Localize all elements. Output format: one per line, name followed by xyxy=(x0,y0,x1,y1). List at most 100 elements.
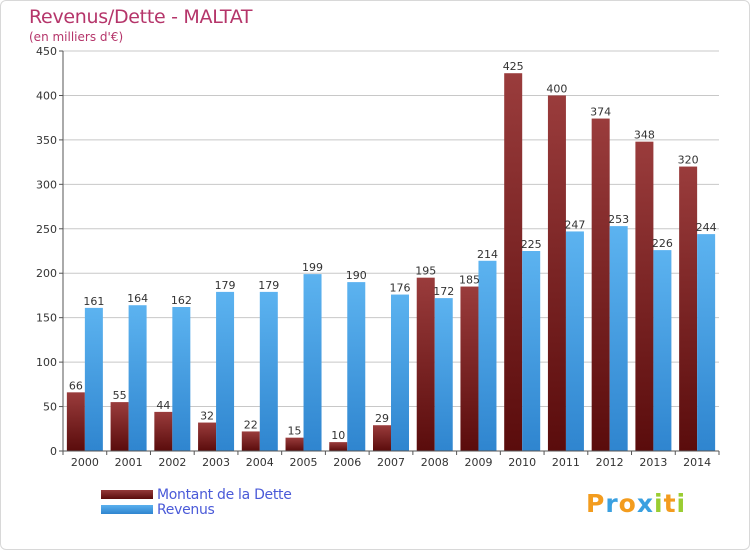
y-tick-label: 300 xyxy=(36,178,57,191)
data-label-revenus: 214 xyxy=(477,248,498,261)
x-tick-label: 2006 xyxy=(333,456,361,469)
bar-dette xyxy=(285,437,304,451)
bar-revenus xyxy=(478,260,497,451)
chart-subtitle: (en milliers d'€) xyxy=(29,30,124,44)
x-tick-label: 2014 xyxy=(683,456,711,469)
logo-letter: i xyxy=(676,489,687,518)
bar-revenus xyxy=(84,307,103,451)
data-label-revenus: 225 xyxy=(521,238,542,251)
y-tick-label: 400 xyxy=(36,89,57,102)
bar-revenus xyxy=(259,291,278,451)
data-label-revenus: 179 xyxy=(258,279,279,292)
bar-dette xyxy=(154,411,173,451)
bar-dette xyxy=(66,392,85,451)
data-label-dette: 29 xyxy=(375,412,389,425)
bar-dette xyxy=(110,402,129,451)
bar-dette xyxy=(679,166,698,452)
x-tick-label: 2002 xyxy=(158,456,186,469)
data-label-dette: 348 xyxy=(634,129,655,142)
x-tick-label: 2009 xyxy=(464,456,492,469)
data-label-revenus: 162 xyxy=(171,294,192,307)
x-tick-label: 2008 xyxy=(421,456,449,469)
x-tick-label: 2013 xyxy=(639,456,667,469)
data-label-dette: 44 xyxy=(156,399,170,412)
data-label-revenus: 176 xyxy=(390,282,411,295)
bar-revenus xyxy=(653,250,672,451)
data-label-revenus: 161 xyxy=(83,295,104,308)
legend-swatch-revenus xyxy=(101,505,153,514)
data-label-revenus: 247 xyxy=(564,218,585,231)
y-tick-label: 50 xyxy=(43,401,57,414)
logo-letter: r xyxy=(605,489,619,518)
logo-letter: i xyxy=(654,489,664,518)
chart-title: Revenus/Dette - MALTAT xyxy=(29,6,253,28)
bar-revenus xyxy=(347,282,366,451)
data-label-dette: 55 xyxy=(113,389,127,402)
bar-dette xyxy=(635,141,654,451)
logo-letter: t xyxy=(663,489,677,518)
data-label-dette: 400 xyxy=(546,82,567,95)
data-label-revenus: 179 xyxy=(215,279,236,292)
legend-item-revenus: Revenus xyxy=(101,501,292,518)
bar-dette xyxy=(547,95,566,451)
y-tick-label: 250 xyxy=(36,223,57,236)
bar-dette xyxy=(504,73,523,451)
y-tick-label: 150 xyxy=(36,312,57,325)
data-label-dette: 374 xyxy=(590,106,611,119)
bar-revenus xyxy=(303,274,322,451)
x-tick-label: 2001 xyxy=(115,456,143,469)
logo-letter: P xyxy=(586,489,606,518)
bar-revenus xyxy=(565,231,584,451)
x-tick-label: 2005 xyxy=(290,456,318,469)
logo-letter: o xyxy=(618,489,637,518)
bar-dette xyxy=(241,431,260,451)
data-label-dette: 425 xyxy=(503,60,524,73)
data-label-revenus: 190 xyxy=(346,269,367,282)
data-label-revenus: 226 xyxy=(652,237,673,250)
bar-revenus xyxy=(172,307,191,451)
bar-revenus xyxy=(609,226,628,451)
logo-letter: x xyxy=(636,489,654,518)
y-tick-label: 350 xyxy=(36,134,57,147)
data-label-dette: 185 xyxy=(459,274,480,287)
bar-revenus xyxy=(216,291,235,451)
chart-legend: Montant de la Dette Revenus xyxy=(101,487,292,518)
legend-swatch-dette xyxy=(101,490,153,499)
bar-dette xyxy=(460,286,479,451)
bar-revenus xyxy=(391,294,409,451)
data-label-dette: 10 xyxy=(331,429,345,442)
data-label-revenus: 253 xyxy=(608,213,629,226)
y-tick-label: 0 xyxy=(50,445,57,458)
bar-revenus xyxy=(522,251,541,451)
y-tick-label: 450 xyxy=(36,45,57,58)
data-label-revenus: 199 xyxy=(302,261,323,274)
bar-revenus xyxy=(434,298,453,451)
bar-dette xyxy=(591,118,610,452)
legend-item-dette: Montant de la Dette xyxy=(101,487,292,503)
data-label-dette: 320 xyxy=(678,154,699,167)
y-tick-label: 200 xyxy=(36,267,57,280)
data-label-revenus: 164 xyxy=(127,292,148,305)
x-tick-label: 2007 xyxy=(377,456,405,469)
bar-dette xyxy=(198,422,217,451)
y-tick-label: 100 xyxy=(36,356,57,369)
x-tick-label: 2004 xyxy=(246,456,274,469)
x-tick-label: 2000 xyxy=(71,456,99,469)
legend-label-revenus: Revenus xyxy=(157,501,215,518)
bar-revenus xyxy=(697,234,716,451)
data-label-dette: 32 xyxy=(200,410,214,423)
data-label-dette: 22 xyxy=(244,418,258,431)
data-label-dette: 66 xyxy=(69,379,83,392)
bar-dette xyxy=(329,442,348,451)
proxiti-logo: Proxiti xyxy=(586,489,686,518)
bar-dette xyxy=(416,277,435,451)
x-tick-label: 2012 xyxy=(596,456,624,469)
x-tick-label: 2011 xyxy=(552,456,580,469)
data-label-dette: 15 xyxy=(288,425,302,438)
data-label-revenus: 244 xyxy=(696,221,717,234)
x-tick-label: 2010 xyxy=(508,456,536,469)
data-label-dette: 195 xyxy=(415,265,436,278)
x-tick-label: 2003 xyxy=(202,456,230,469)
